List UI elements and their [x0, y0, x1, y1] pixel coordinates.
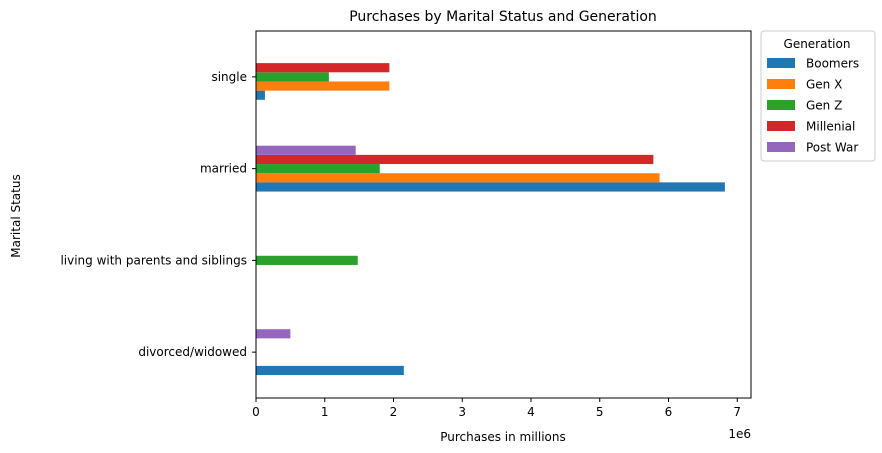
- bars-group: [256, 63, 725, 376]
- legend-label-post-war: Post War: [806, 141, 858, 155]
- legend-swatch-gen-z: [767, 100, 795, 110]
- x-tick-label: 4: [527, 405, 535, 419]
- legend-label-gen-z: Gen Z: [806, 99, 842, 113]
- bar-gen-z-single: [256, 72, 329, 82]
- bar-post-war-married: [256, 145, 356, 155]
- bar-boomers-married: [256, 182, 725, 192]
- bar-gen-x-single: [256, 81, 390, 91]
- x-axis-ticks: 0 1 2 3 4 5 6 7: [252, 398, 741, 419]
- bar-millenial-married: [256, 154, 654, 165]
- legend-label-millenial: Millenial: [806, 120, 855, 134]
- plot-area-frame: [255, 30, 752, 399]
- legend-title: Generation: [784, 37, 851, 51]
- x-tick-label: 2: [390, 405, 398, 419]
- x-tick-label: 0: [252, 405, 260, 419]
- bar-boomers-divorced-widowed: [256, 365, 404, 376]
- legend-swatch-millenial: [767, 121, 795, 131]
- chart-title: Purchases by Marital Status and Generati…: [349, 9, 657, 25]
- bar-post-war-divorced-widowed: [256, 329, 291, 339]
- legend-swatch-post-war: [767, 142, 795, 152]
- legend-swatch-gen-x: [767, 79, 795, 89]
- bar-gen-z-living-with-parents-and-siblings: [256, 255, 358, 265]
- y-axis-ticks: divorced/widowed living with parents and …: [60, 70, 256, 359]
- legend-swatch-boomers: [767, 58, 795, 68]
- x-axis-offset-label: 1e6: [728, 427, 751, 441]
- legend-items: Boomers Gen X Gen Z Millenial Post War: [767, 57, 859, 155]
- legend-label-gen-x: Gen X: [806, 78, 842, 92]
- bar-boomers-single: [256, 90, 265, 100]
- bar-millenial-single: [256, 63, 390, 73]
- legend-label-boomers: Boomers: [806, 57, 859, 71]
- x-axis-label: Purchases in millions: [440, 430, 566, 444]
- x-tick-label: 7: [733, 405, 741, 419]
- x-tick-label: 5: [596, 405, 604, 419]
- y-axis-label: Marital Status: [9, 174, 23, 257]
- y-tick-label-living-with-parents-and-siblings: living with parents and siblings: [60, 253, 247, 267]
- legend: Generation Boomers Gen X Gen Z Millenial Pos…: [760, 30, 876, 162]
- y-tick-label-divorced-widowed: divorced/widowed: [138, 345, 247, 359]
- x-tick-label: 6: [665, 405, 673, 419]
- bar-gen-x-married: [256, 173, 660, 183]
- y-tick-label-single: single: [211, 70, 247, 84]
- x-tick-label: 1: [321, 405, 329, 419]
- x-tick-label: 3: [458, 405, 466, 419]
- y-tick-label-married: married: [200, 162, 247, 176]
- bar-gen-z-married: [256, 164, 380, 174]
